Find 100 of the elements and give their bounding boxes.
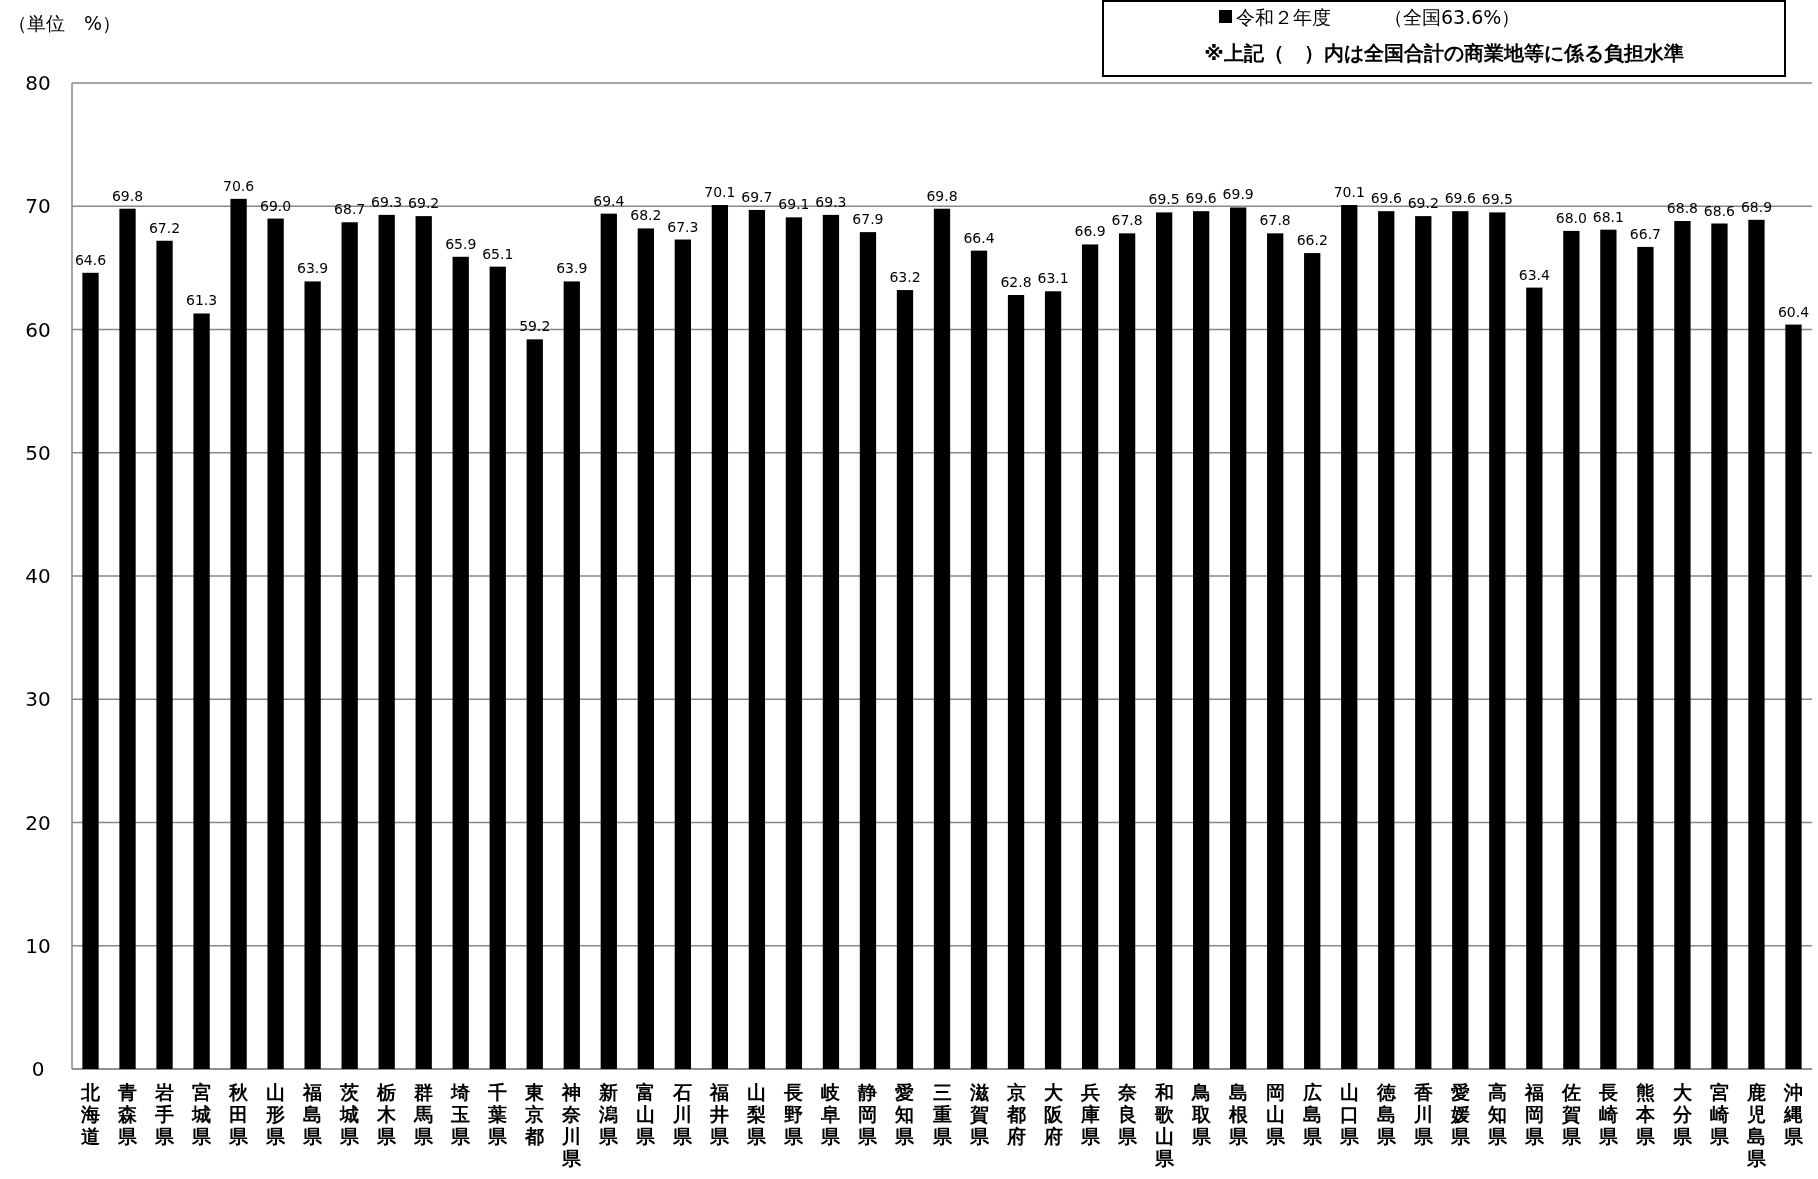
bar: [193, 313, 210, 1069]
bar: [748, 209, 766, 1069]
bar: [600, 213, 617, 1069]
x-tick-label: 福井県: [709, 1081, 731, 1147]
x-tick-label: 鳥取県: [1190, 1081, 1212, 1147]
x-tick-label: 神奈川県: [561, 1081, 583, 1169]
y-tick-label: 0: [31, 1057, 45, 1081]
data-label: 63.9: [556, 260, 588, 277]
bar: [896, 290, 914, 1069]
data-label: 67.9: [852, 211, 884, 228]
x-tick-label: 千葉県: [487, 1081, 509, 1147]
x-tick-label: 和歌山県: [1153, 1081, 1175, 1169]
x-tick-label: 宮城県: [191, 1081, 213, 1147]
data-label: 63.4: [1518, 266, 1551, 283]
bar: [1044, 291, 1062, 1069]
data-label: 69.3: [371, 193, 403, 210]
data-label: 69.2: [408, 195, 440, 212]
data-label: 68.9: [1740, 198, 1773, 215]
bar: [1304, 253, 1321, 1069]
bar: [1081, 244, 1099, 1069]
x-tick-label: 奈良県: [1116, 1081, 1138, 1147]
bar: [1230, 207, 1247, 1069]
bar: [304, 281, 321, 1069]
data-label: 64.6: [74, 251, 107, 268]
x-tick-label: 秋田県: [228, 1081, 250, 1147]
bar: [1748, 219, 1765, 1069]
data-label: 63.9: [297, 260, 329, 277]
x-tick-label: 石川県: [672, 1081, 694, 1147]
data-label: 66.2: [1296, 232, 1328, 249]
bar: [1415, 216, 1432, 1069]
data-label: 65.9: [445, 235, 477, 252]
x-tick-label: 香川県: [1412, 1081, 1434, 1147]
bar: [859, 232, 877, 1069]
bar: [1193, 211, 1210, 1069]
data-label: 69.6: [1370, 190, 1402, 207]
x-tick-label: 埼玉県: [450, 1081, 472, 1147]
x-tick-label: 新潟県: [598, 1081, 620, 1147]
bar: [1526, 287, 1543, 1069]
bar: [378, 214, 395, 1069]
data-label: 70.1: [1333, 184, 1365, 201]
bar: [1637, 246, 1654, 1069]
x-tick-label: 山形県: [265, 1081, 287, 1147]
data-label: 69.4: [593, 192, 625, 209]
data-label: 70.1: [704, 184, 736, 201]
data-label: 69.5: [1481, 191, 1513, 208]
x-tick-label: 熊本県: [1634, 1081, 1656, 1147]
data-label: 69.9: [1222, 186, 1254, 203]
bar: [230, 198, 247, 1069]
bar: [526, 339, 543, 1069]
data-label: 69.6: [1185, 190, 1217, 207]
data-label: 69.2: [1407, 195, 1439, 212]
y-axis-title: （単位 %）: [8, 12, 122, 34]
y-tick-label: 40: [25, 564, 51, 588]
text: （全国63.6%）: [1384, 6, 1521, 28]
bar: [1118, 233, 1136, 1069]
x-tick-label: 沖縄県: [1782, 1081, 1804, 1147]
bar: [563, 281, 580, 1069]
data-label: 67.2: [148, 219, 181, 236]
bar: [82, 272, 99, 1069]
x-tick-label: 福岡県: [1523, 1081, 1545, 1147]
data-label: 69.3: [815, 193, 847, 210]
bar: [415, 216, 432, 1069]
x-tick-label: 大阪府: [1042, 1081, 1064, 1147]
x-tick-label: 岐阜県: [820, 1081, 842, 1147]
data-label: 68.2: [630, 207, 662, 224]
bar: [1711, 223, 1728, 1069]
y-tick-label: 60: [25, 317, 51, 342]
legend-label: 令和２年度: [1236, 6, 1331, 28]
data-label: 66.4: [963, 229, 995, 246]
data-label: 68.1: [1592, 208, 1624, 225]
bar: [1674, 221, 1691, 1069]
x-tick-label: 茨城県: [339, 1081, 361, 1147]
x-tick-label: 愛知県: [894, 1081, 916, 1147]
bar: [1563, 230, 1580, 1069]
x-tick-label: 滋賀県: [968, 1081, 990, 1147]
bar: [1452, 211, 1469, 1069]
bar: [933, 208, 951, 1069]
x-tick-label: 長野県: [783, 1081, 805, 1147]
x-tick-label: 高知県: [1486, 1081, 1508, 1147]
x-tick-label: 福島県: [302, 1081, 324, 1147]
data-label: 69.1: [778, 196, 810, 213]
bar: [1155, 212, 1173, 1069]
x-tick-label: 群馬県: [413, 1081, 435, 1147]
x-tick-label: 長崎県: [1597, 1081, 1619, 1147]
y-tick-label: 10: [25, 933, 51, 958]
bar: [1007, 294, 1025, 1069]
data-label: 69.8: [111, 187, 144, 204]
bar: [1785, 324, 1802, 1069]
bar: [785, 217, 803, 1069]
x-tick-label: 北海道: [80, 1081, 102, 1147]
x-tick-label: 三重県: [931, 1081, 953, 1147]
y-tick-label: 70: [25, 194, 51, 219]
bar: [674, 239, 691, 1069]
data-label: 69.0: [260, 197, 292, 214]
data-label: 63.1: [1037, 270, 1069, 287]
bar: [711, 205, 729, 1069]
x-tick-label: 青森県: [117, 1081, 139, 1147]
bar: [119, 208, 136, 1069]
data-label: 66.7: [1629, 225, 1661, 242]
data-label: 69.7: [741, 188, 773, 205]
